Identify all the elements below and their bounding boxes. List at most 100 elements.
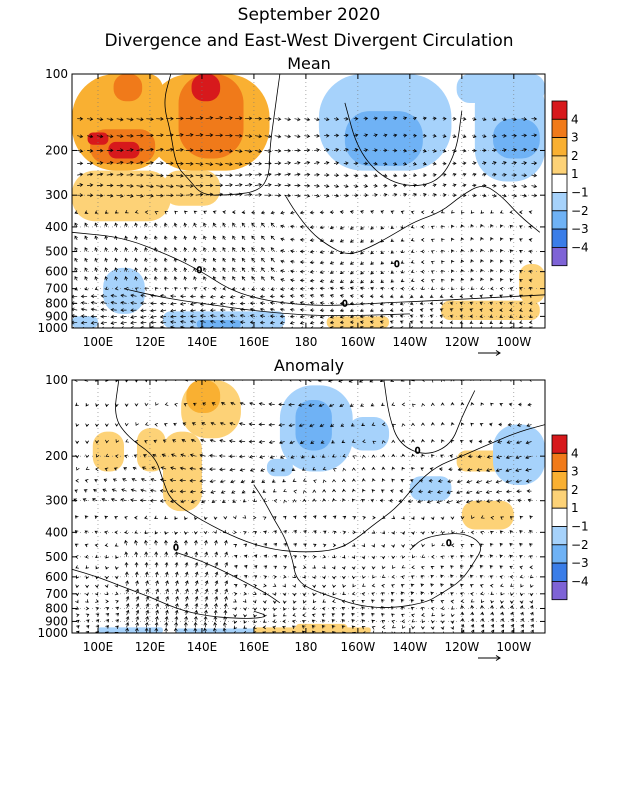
wind-vector xyxy=(310,440,315,444)
wind-vector xyxy=(94,257,98,263)
wind-vector xyxy=(430,422,435,426)
wind-vector xyxy=(292,574,297,578)
wind-vector xyxy=(213,621,217,628)
wind-vector xyxy=(263,619,267,623)
wind-vector xyxy=(389,498,394,503)
wind-vector xyxy=(361,612,365,617)
wind-vector xyxy=(153,247,158,252)
wind-vector xyxy=(194,516,198,521)
wind-vector xyxy=(115,606,120,611)
wind-vector xyxy=(410,224,415,229)
colorbar-swatch xyxy=(551,155,568,175)
wind-vector xyxy=(500,600,504,604)
wind-vector xyxy=(510,583,514,587)
wind-vector xyxy=(150,315,157,319)
wind-vector xyxy=(293,489,298,494)
wind-vector xyxy=(263,530,267,535)
wind-vector xyxy=(254,161,263,166)
wind-vector xyxy=(399,320,404,324)
wind-vector xyxy=(184,580,189,586)
wind-vector xyxy=(253,565,258,569)
wind-vector xyxy=(389,308,394,313)
wind-vector xyxy=(215,148,224,153)
wind-vector xyxy=(212,210,217,215)
wind-vector xyxy=(282,625,286,630)
wind-vector xyxy=(214,539,218,546)
wind-vector xyxy=(162,439,167,443)
wind-vector xyxy=(165,603,169,609)
wind-vector xyxy=(289,440,295,445)
wind-vector xyxy=(409,320,414,325)
wind-vector xyxy=(370,279,374,284)
wind-vector xyxy=(90,321,97,325)
wind-vector xyxy=(96,193,104,198)
wind-vector xyxy=(87,148,94,153)
wind-vector xyxy=(400,260,405,264)
wind-vector xyxy=(490,591,495,596)
wind-vector xyxy=(322,554,327,559)
wind-vector xyxy=(134,539,138,546)
wind-vector xyxy=(479,584,484,588)
wind-vector xyxy=(302,599,307,604)
wind-vector xyxy=(519,565,523,570)
wind-vector xyxy=(528,225,533,229)
wind-vector xyxy=(352,488,356,493)
wind-vector xyxy=(429,314,434,318)
wind-vector xyxy=(411,625,415,630)
wind-vector xyxy=(259,301,265,306)
wind-vector xyxy=(203,516,208,521)
wind-vector xyxy=(189,478,196,483)
wind-vector xyxy=(380,279,385,284)
wind-vector xyxy=(179,478,186,483)
wind-vector xyxy=(199,308,206,313)
wind-vector xyxy=(341,575,346,580)
wind-vector xyxy=(321,606,326,611)
wind-vector xyxy=(442,116,447,121)
wind-vector xyxy=(390,279,395,283)
wind-vector xyxy=(311,613,316,618)
wind-vector xyxy=(420,591,424,595)
wind-vector xyxy=(253,575,258,579)
wind-vector xyxy=(460,326,463,328)
wind-vector xyxy=(146,133,154,138)
wind-vector xyxy=(370,261,374,265)
wind-vector xyxy=(401,544,405,548)
wind-vector xyxy=(254,192,263,197)
wind-vector xyxy=(309,320,315,325)
wind-vector xyxy=(80,314,88,319)
wind-vector xyxy=(420,575,425,579)
wind-vector xyxy=(490,277,494,282)
wind-vector xyxy=(501,134,507,138)
wind-vector xyxy=(391,478,395,483)
colorbar-swatch xyxy=(551,228,568,248)
wind-vector xyxy=(519,308,523,312)
wind-vector xyxy=(195,148,204,153)
wind-vector xyxy=(462,161,467,166)
wind-vector xyxy=(525,455,532,460)
wind-vector xyxy=(311,625,316,629)
wind-vector xyxy=(114,516,118,520)
colorbar-swatch xyxy=(551,526,568,546)
wind-vector xyxy=(329,294,335,298)
wind-vector xyxy=(170,314,177,319)
x-tick-label: 100W xyxy=(496,335,531,349)
colorbar-swatch xyxy=(551,173,568,193)
wind-vector xyxy=(144,627,149,633)
wind-vector xyxy=(460,268,465,273)
wind-vector xyxy=(314,148,320,152)
wind-vector xyxy=(184,603,189,609)
wind-vector xyxy=(212,257,217,263)
wind-vector xyxy=(124,235,128,240)
wind-vector xyxy=(332,591,337,596)
wind-vector xyxy=(526,423,532,428)
x-tick-label: 120W xyxy=(444,335,479,349)
wind-vector xyxy=(136,133,144,138)
wind-vector xyxy=(519,574,524,579)
wind-vector xyxy=(456,499,463,504)
wind-vector xyxy=(529,574,534,579)
wind-vector xyxy=(203,530,208,535)
wind-vector xyxy=(391,466,396,471)
wind-vector xyxy=(309,269,315,274)
wind-vector xyxy=(104,267,109,272)
x-tick-label: 120E xyxy=(135,640,166,654)
